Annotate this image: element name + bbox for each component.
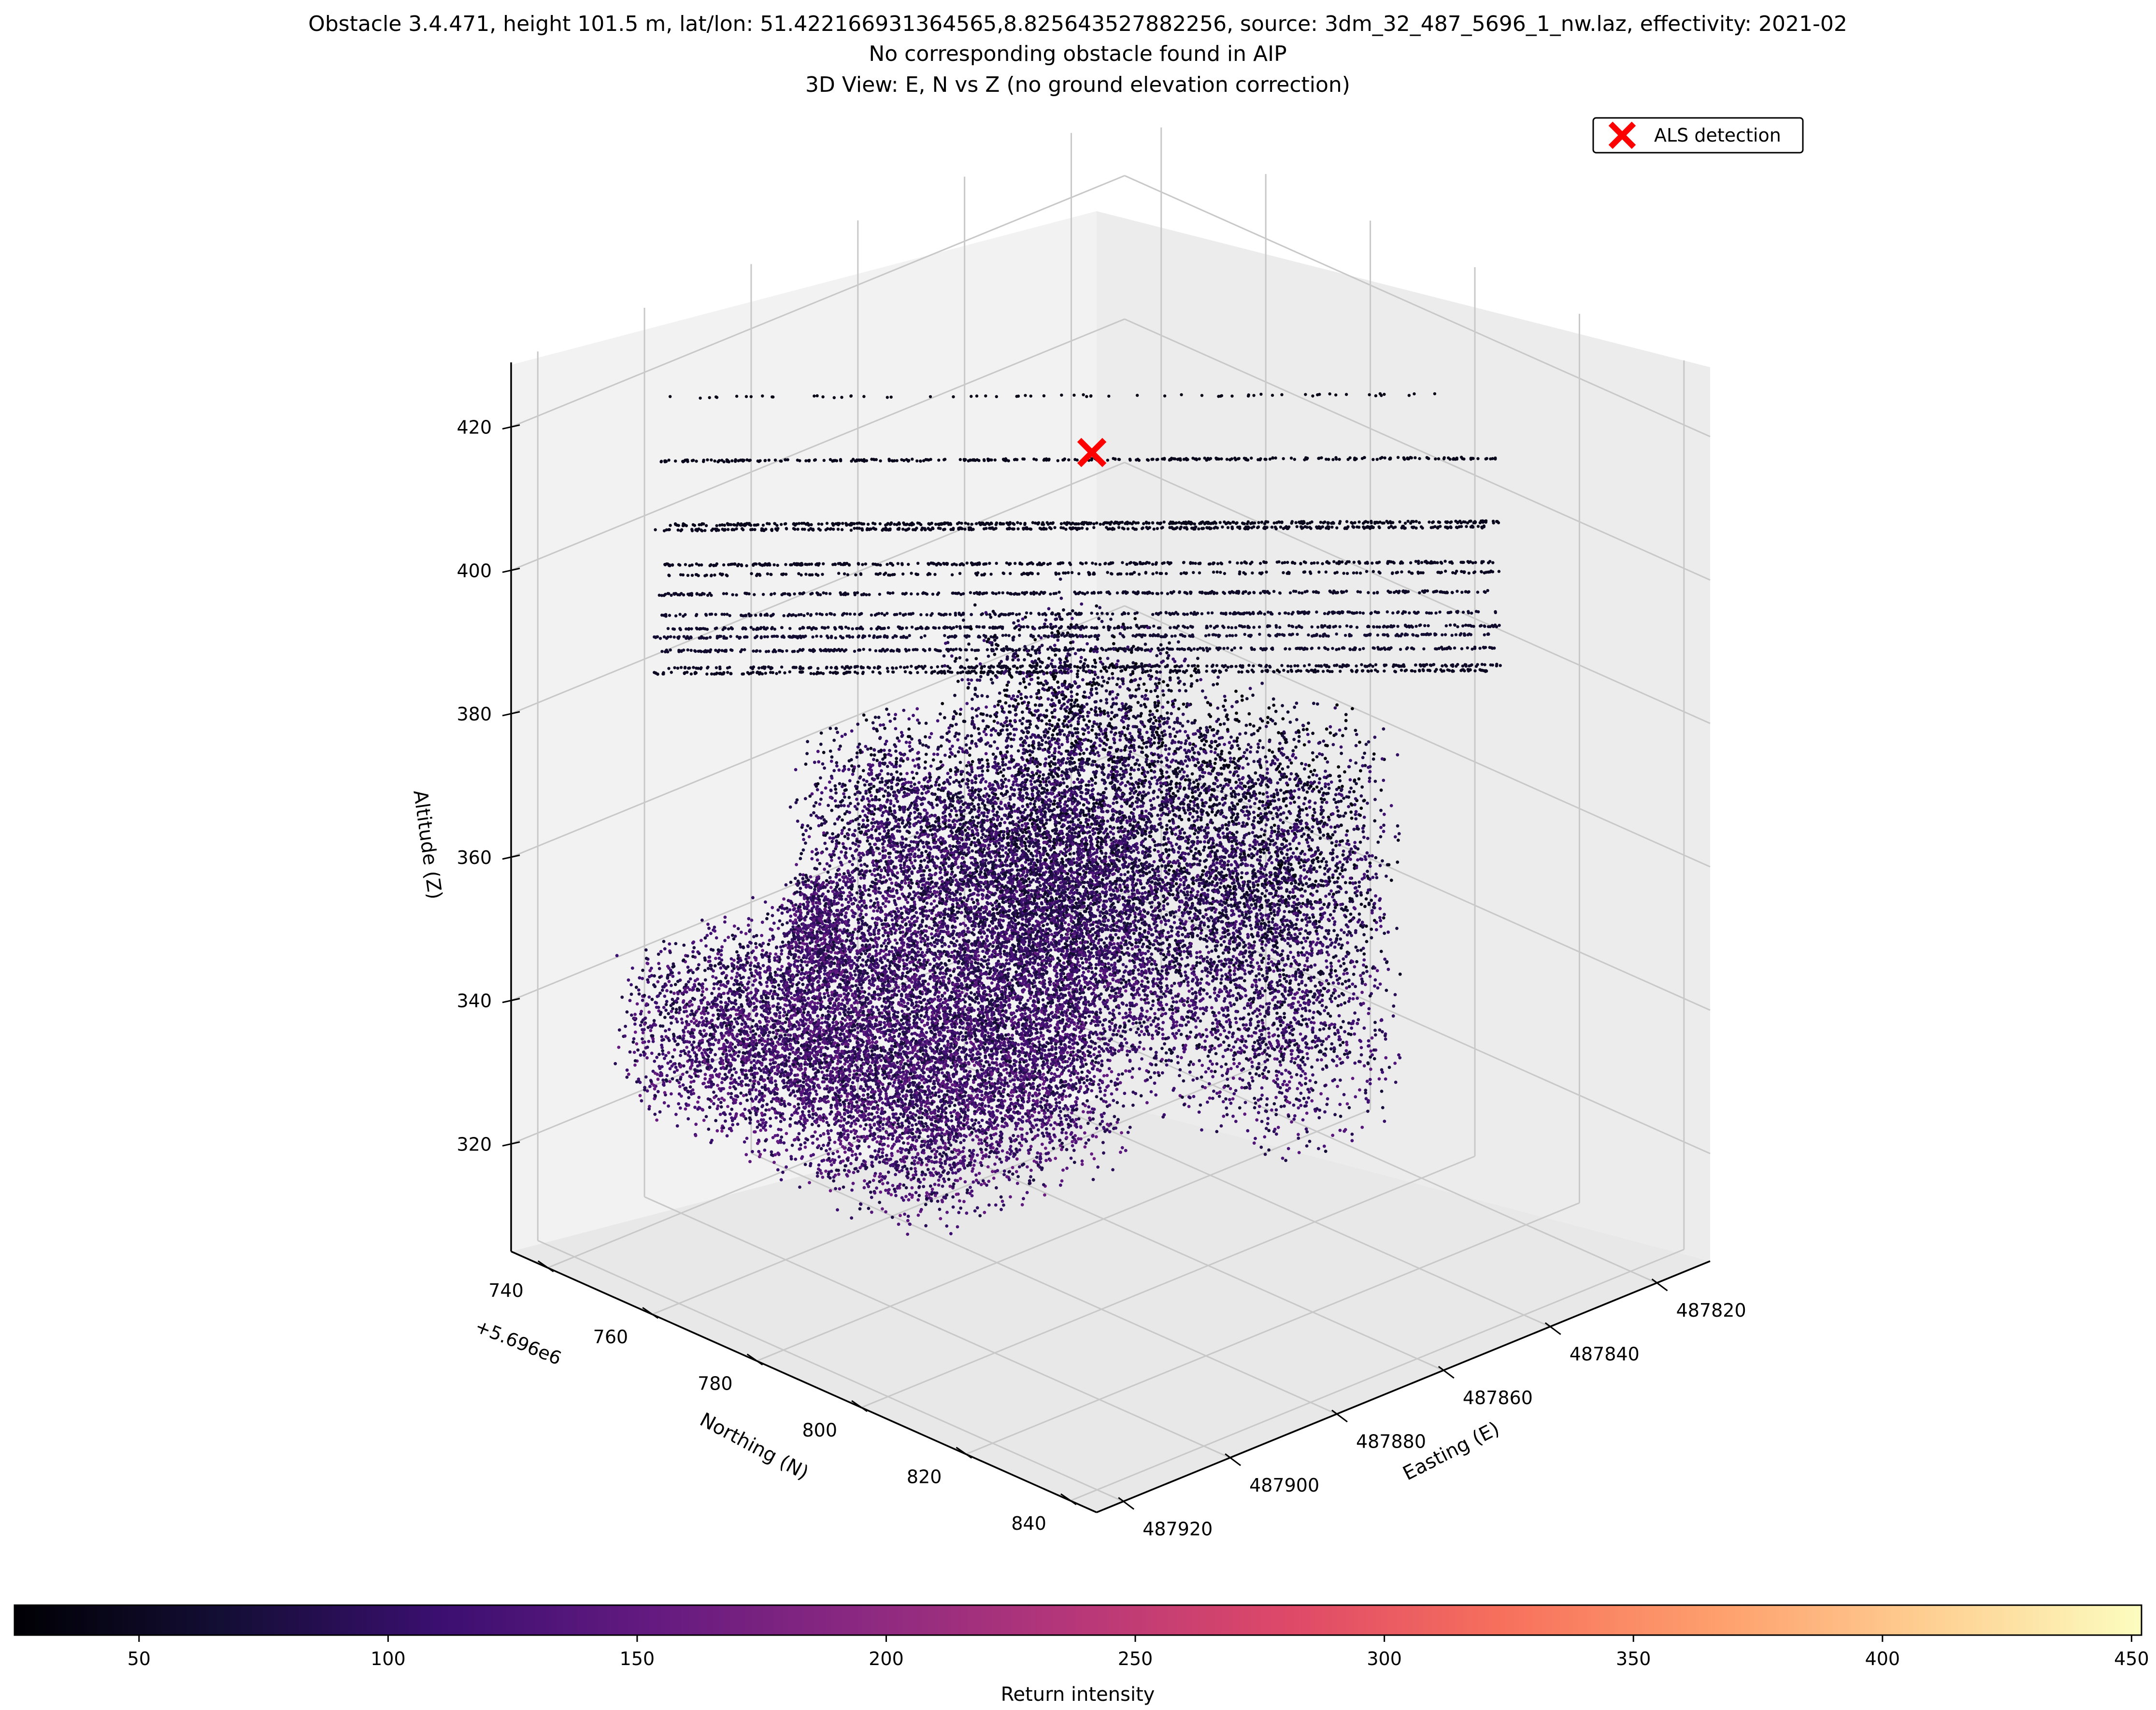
wire-points: [663, 560, 1495, 568]
wire-points: [654, 524, 1486, 532]
x-tick-label: 487840: [1570, 1344, 1640, 1365]
colorbar-tick-label: 50: [128, 1648, 151, 1669]
colorbar-label: Return intensity: [1001, 1683, 1155, 1706]
chart-title-line-1: Obstacle 3.4.471, height 101.5 m, lat/lo…: [308, 12, 1847, 36]
als-detection-marker: [1077, 438, 1107, 467]
wire-points: [669, 519, 1500, 528]
colorbar-tick-label: 350: [1616, 1648, 1651, 1669]
axes-grid: [511, 127, 1711, 1502]
colorbar-tick-label: 400: [1865, 1648, 1900, 1669]
colorbar: [14, 1604, 2142, 1636]
z-tick-label: 360: [457, 847, 492, 868]
canopy-points: [614, 879, 1138, 1236]
legend: ALS detection: [1592, 117, 1804, 154]
axis-lines: [510, 362, 1711, 1513]
wire-points: [659, 456, 1497, 463]
wire-points: [660, 646, 1496, 654]
y-tick-label: 760: [593, 1326, 628, 1348]
wire-points: [667, 662, 1502, 671]
wire-points: [657, 589, 1489, 597]
point-cloud: [614, 392, 1502, 1236]
z-tick-label: 340: [457, 991, 492, 1012]
x-tick-label: 487900: [1249, 1475, 1319, 1496]
y-tick-label: 800: [802, 1420, 838, 1441]
colorbar-tick-label: 300: [1367, 1648, 1402, 1669]
colorbar-tick-label: 250: [1118, 1648, 1153, 1669]
y-tick-label: 780: [698, 1373, 733, 1394]
wire-points: [660, 610, 1497, 618]
colorbar-tick-label: 200: [869, 1648, 904, 1669]
x-tick-label: 487820: [1676, 1300, 1746, 1321]
legend-entry-als-detection: ALS detection: [1654, 125, 1781, 146]
z-tick-label: 400: [457, 560, 492, 581]
colorbar-tick-label: 450: [2114, 1648, 2149, 1669]
pane-easting-wall: [511, 211, 1097, 1251]
axis-ticks: 320 340 360 380 400 420 740 760 780 800 820 840 4878…: [457, 417, 1746, 1540]
wire-points: [653, 632, 1490, 640]
chart-title-line-2: No corresponding obstacle found in AIP: [869, 42, 1286, 66]
z-tick-label: 380: [457, 704, 492, 725]
y-tick-label: 740: [488, 1280, 524, 1301]
y-tick-label: 820: [907, 1466, 942, 1487]
x-tick-label: 487860: [1463, 1387, 1533, 1408]
wire-points: [667, 569, 1501, 577]
canopy-points: [783, 873, 856, 987]
colorbar-ticks: 50 100 150 200 250 300 350 400 450: [128, 1635, 2149, 1669]
x-tick-label: 487920: [1142, 1518, 1213, 1539]
colorbar-tick-label: 100: [371, 1648, 406, 1669]
z-tick-label: 320: [457, 1134, 492, 1155]
x-tick-label: 487880: [1356, 1431, 1426, 1452]
detection-x-stroke: [1077, 438, 1107, 467]
legend-marker-x: [1608, 121, 1636, 149]
z-tick-label: 420: [457, 417, 492, 438]
y-tick-label: 840: [1011, 1513, 1046, 1534]
wire-points: [669, 392, 1437, 400]
chart-title-line-3: 3D View: E, N vs Z (no ground elevation …: [805, 72, 1350, 97]
wire-points: [666, 623, 1501, 632]
legend-frame: [1592, 117, 1804, 154]
colorbar-tick-label: 150: [620, 1648, 655, 1669]
